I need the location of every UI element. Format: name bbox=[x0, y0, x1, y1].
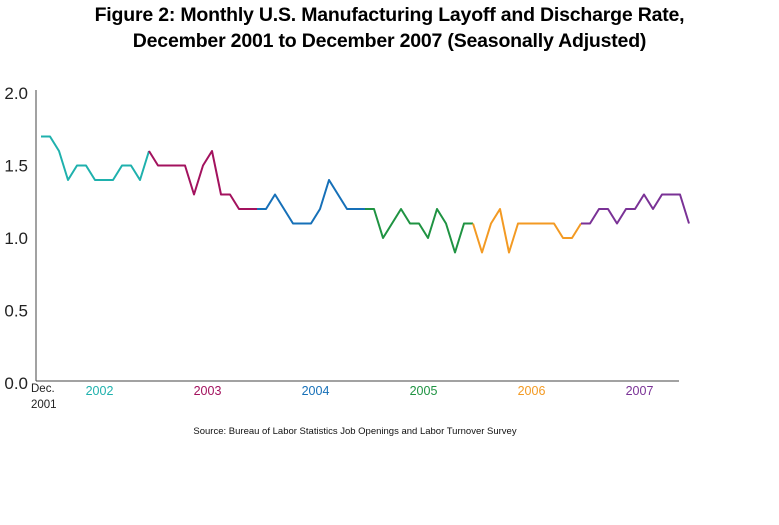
y-axis-ticks: 0.0 0.5 1.0 1.5 2.0 bbox=[4, 84, 28, 393]
y-tick-label: 1.0 bbox=[4, 229, 28, 248]
y-tick-label: 0.5 bbox=[4, 302, 28, 321]
chart-title: Figure 2: Monthly U.S. Manufacturing Lay… bbox=[0, 2, 779, 54]
x-year-label-2004: 2004 bbox=[302, 384, 330, 398]
y-tick-label: 2.0 bbox=[4, 84, 28, 103]
y-tick-label: 0.0 bbox=[4, 374, 28, 393]
chart-title-line-2: December 2001 to December 2007 (Seasonal… bbox=[132, 30, 647, 52]
x-year-label-2003: 2003 bbox=[194, 384, 222, 398]
x-year-label-2005: 2005 bbox=[410, 384, 438, 398]
series-line-2002 bbox=[41, 135, 150, 181]
series-line-2003 bbox=[148, 150, 257, 210]
x-year-label-2006: 2006 bbox=[518, 384, 546, 398]
series-line-2005 bbox=[365, 208, 473, 254]
start-label-line-1: Dec. bbox=[31, 383, 55, 395]
x-year-label-2002: 2002 bbox=[86, 384, 114, 398]
series-line-2004 bbox=[257, 179, 365, 225]
start-label-line-2: 2001 bbox=[31, 399, 57, 411]
series-line-2006 bbox=[472, 208, 582, 254]
chart-title-line-1: Figure 2: Monthly U.S. Manufacturing Lay… bbox=[94, 4, 685, 26]
chart-axes bbox=[35, 90, 679, 382]
series-line-2007 bbox=[581, 193, 690, 225]
x-axis-year-labels: 2002 2003 2004 2005 2006 2007 bbox=[86, 384, 654, 398]
y-tick-label: 1.5 bbox=[4, 157, 28, 176]
source-note: Source: Bureau of Labor Statistics Job O… bbox=[193, 426, 516, 437]
series-lines bbox=[41, 135, 690, 254]
x-year-label-2007: 2007 bbox=[626, 384, 654, 398]
